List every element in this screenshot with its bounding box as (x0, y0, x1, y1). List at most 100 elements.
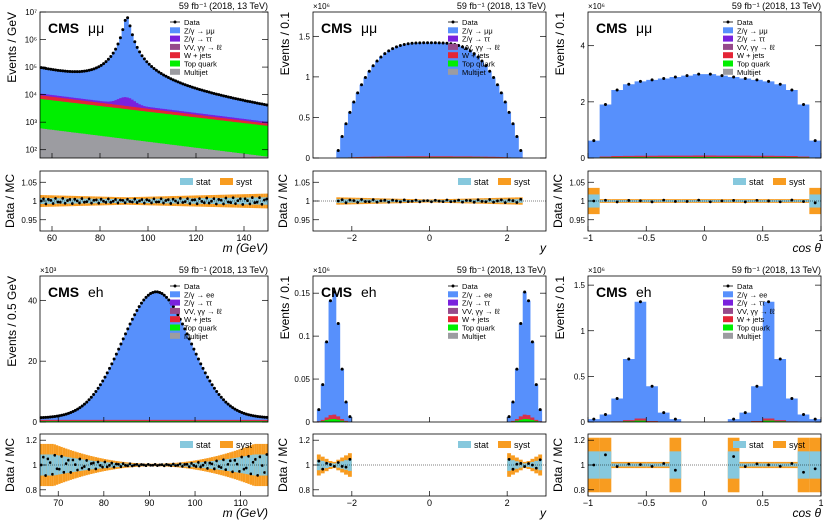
legend-label: VV, γγ → ℓℓ (462, 43, 500, 52)
ratio-point (336, 461, 340, 464)
x-tick-label: 2 (505, 233, 510, 243)
stat-band (232, 197, 235, 205)
x-axis-title: m (GeV) (223, 506, 268, 520)
ratio-point (165, 463, 168, 466)
ratio-point (732, 455, 736, 458)
legend-label: Z/γ → μμ (462, 26, 493, 35)
stat-band (208, 198, 211, 204)
data-point (124, 332, 127, 336)
ratio-point (190, 461, 194, 465)
legend-label: Data (184, 282, 201, 291)
stat-label: stat (196, 177, 211, 187)
exponent-label: ×10⁶ (313, 2, 330, 11)
legend-swatch (170, 307, 180, 314)
ratio-axis-title: Data / MC (276, 438, 290, 492)
ratio-point (203, 461, 207, 464)
legend-label: VV, γγ → ℓℓ (737, 43, 775, 52)
data-point (139, 301, 143, 305)
ratio-point (253, 201, 257, 205)
ratio-point (360, 198, 363, 201)
data-point (214, 92, 218, 96)
syst-label: syst (236, 177, 253, 187)
data-point (238, 410, 241, 414)
ratio-point (159, 197, 163, 201)
data-point (49, 67, 53, 71)
legend-label: Top quark (737, 324, 770, 333)
syst-swatch (773, 441, 786, 448)
data-point (118, 36, 122, 40)
stat-band (88, 198, 91, 204)
data-point (627, 357, 631, 361)
data-point (78, 70, 82, 74)
y-tick-label: 10⁵ (25, 63, 37, 72)
ratio-point (208, 461, 212, 465)
x-tick-label: 100 (140, 233, 155, 243)
channel-label: eh (88, 284, 104, 300)
data-point (154, 68, 158, 72)
ratio-point (195, 202, 199, 206)
data-point (262, 103, 266, 107)
x-tick-label: 2 (505, 498, 510, 508)
ratio-point (138, 199, 142, 203)
stat-swatch (733, 178, 746, 185)
data-point (176, 313, 180, 317)
ratio-point (169, 202, 173, 205)
ratio-point (488, 198, 492, 201)
data-point (260, 415, 264, 419)
cms-label: CMS (48, 284, 79, 300)
legend-swatch (723, 68, 733, 75)
data-point (133, 313, 137, 317)
stat-band (126, 199, 129, 203)
y-axis-title: Events / 0.1 (278, 12, 292, 76)
exponent-label: ×10⁶ (588, 266, 605, 275)
ratio-point (426, 199, 429, 203)
data-point (92, 393, 96, 397)
data-point (102, 62, 106, 66)
data-point (662, 411, 666, 415)
x-tick-label: −2 (347, 233, 357, 243)
y-tick-label: 0.05 (294, 375, 310, 384)
ratio-point (212, 197, 216, 201)
ratio-point (103, 460, 107, 464)
legend-label: Data (737, 18, 754, 27)
data-point (767, 79, 771, 83)
data-point (258, 102, 262, 106)
ratio-point (56, 200, 60, 204)
data-point (228, 404, 232, 408)
y-tick-label: 1 (581, 327, 586, 336)
data-point (162, 293, 166, 297)
data-point (464, 47, 468, 51)
ratio-point (519, 462, 523, 465)
data-point (135, 45, 139, 49)
legend-data-marker (726, 284, 730, 288)
data-point (790, 88, 794, 92)
ratio-point (321, 467, 325, 471)
data-point (57, 414, 61, 418)
data-point (152, 66, 156, 70)
ratio-point (348, 198, 352, 202)
legend-label: Z/γ → ττ (462, 299, 490, 308)
ratio-tick-label: 0.95 (21, 216, 37, 225)
data-point (383, 52, 387, 56)
cms-label: CMS (596, 284, 627, 300)
stat-band (220, 459, 223, 471)
x-tick-label: −0.5 (637, 233, 655, 243)
stat-band (522, 463, 527, 467)
y-tick-label: 0.5 (574, 372, 586, 381)
ratio-point (111, 199, 115, 203)
ratio-point (224, 196, 228, 200)
stat-band (206, 461, 209, 469)
legend-label: VV, γγ → ℓℓ (184, 43, 222, 52)
data-point (138, 50, 142, 54)
x-tick-label: 120 (188, 233, 203, 243)
data-point (99, 63, 103, 67)
ratio-point (519, 197, 523, 201)
ratio-point (402, 198, 406, 202)
data-point (348, 415, 352, 419)
data-point (181, 82, 185, 86)
stat-band (60, 455, 63, 475)
ratio-point (224, 468, 228, 472)
syst-swatch (498, 178, 511, 185)
ratio-point (78, 201, 81, 205)
data-point (97, 65, 101, 69)
